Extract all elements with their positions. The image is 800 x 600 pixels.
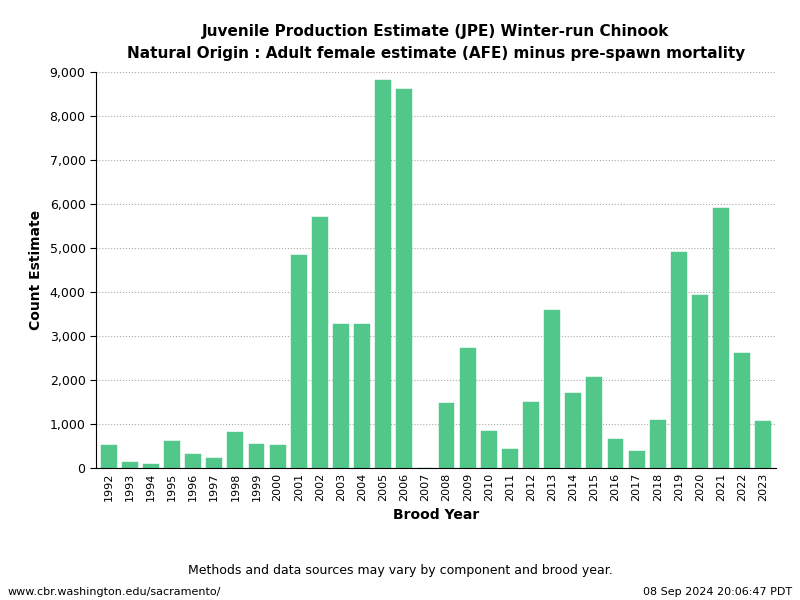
Bar [755, 421, 771, 468]
Bar [375, 80, 391, 468]
Bar [164, 441, 180, 468]
Bar [122, 462, 138, 468]
Bar [566, 393, 581, 468]
Bar [333, 323, 349, 468]
Text: www.cbr.washington.edu/sacramento/: www.cbr.washington.edu/sacramento/ [8, 587, 222, 597]
Bar [206, 458, 222, 468]
Text: Methods and data sources may vary by component and brood year.: Methods and data sources may vary by com… [188, 564, 612, 577]
Title: Juvenile Production Estimate (JPE) Winter-run Chinook
Natural Origin : Adult fem: Juvenile Production Estimate (JPE) Winte… [127, 24, 745, 61]
Bar [291, 254, 306, 468]
Bar [502, 449, 518, 468]
Bar [438, 403, 454, 468]
Bar [586, 377, 602, 468]
Bar [734, 353, 750, 468]
Bar [692, 295, 708, 468]
Bar [671, 253, 686, 468]
Bar [186, 454, 201, 468]
Bar [481, 431, 497, 468]
Text: 08 Sep 2024 20:06:47 PDT: 08 Sep 2024 20:06:47 PDT [643, 587, 792, 597]
Bar [249, 444, 265, 468]
Bar [460, 349, 475, 468]
Bar [544, 310, 560, 468]
Bar [227, 433, 243, 468]
X-axis label: Brood Year: Brood Year [393, 508, 479, 522]
Y-axis label: Count Estimate: Count Estimate [29, 210, 42, 330]
Bar [650, 420, 666, 468]
Bar [143, 464, 159, 468]
Bar [397, 89, 412, 468]
Bar [312, 217, 328, 468]
Bar [713, 208, 729, 468]
Bar [354, 323, 370, 468]
Bar [523, 401, 539, 468]
Bar [270, 445, 286, 468]
Bar [629, 451, 645, 468]
Bar [607, 439, 623, 468]
Bar [101, 445, 117, 468]
